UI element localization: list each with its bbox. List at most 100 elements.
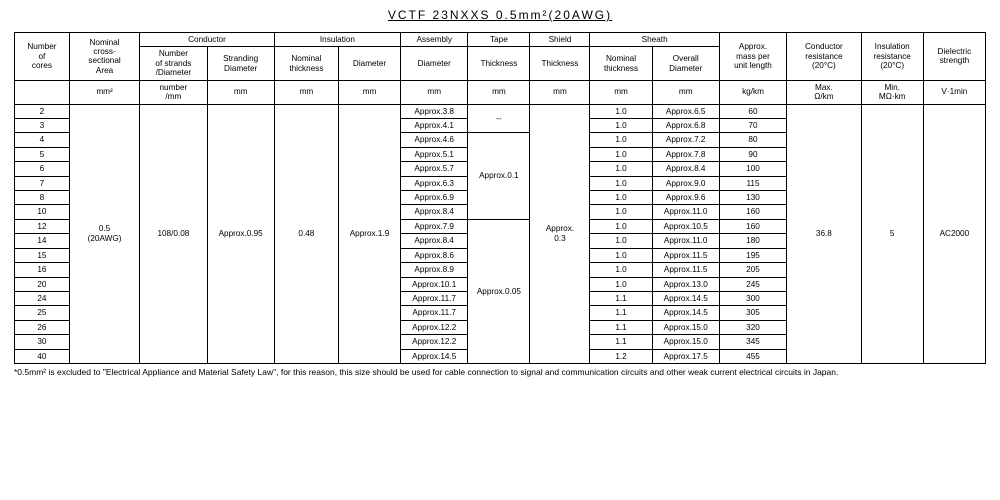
cell-cores: 5 xyxy=(15,147,70,161)
th-ins-res: Insulationresistance(20°C) xyxy=(861,33,923,81)
cell-asm: Approx.8.4 xyxy=(401,205,468,219)
cell-ins-dia: Approx.1.9 xyxy=(338,104,400,364)
u-kgkm: kg/km xyxy=(719,80,786,104)
cell-cores: 15 xyxy=(15,248,70,262)
cell-sheath-nom: 1.0 xyxy=(590,219,652,233)
cell-sheath-nom: 1.0 xyxy=(590,191,652,205)
cell-cores: 7 xyxy=(15,176,70,190)
th-cores: Numberofcores xyxy=(15,33,70,81)
cell-sheath-overall: Approx.11.5 xyxy=(652,248,719,262)
cell-mass: 130 xyxy=(719,191,786,205)
u-max: Max.Ω/km xyxy=(787,80,862,104)
th-mass: Approx.mass perunit length xyxy=(719,33,786,81)
cell-cores: 40 xyxy=(15,349,70,363)
cell-sheath-nom: 1.0 xyxy=(590,162,652,176)
cell-tape: -- xyxy=(468,104,530,133)
cell-sheath-overall: Approx.10.5 xyxy=(652,219,719,233)
th-conductor: Conductor xyxy=(140,33,275,47)
cell-sheath-overall: Approx.11.0 xyxy=(652,205,719,219)
th-tape: Tape xyxy=(468,33,530,47)
cell-sheath-overall: Approx.8.4 xyxy=(652,162,719,176)
cell-asm: Approx.8.9 xyxy=(401,263,468,277)
cell-sheath-nom: 1.0 xyxy=(590,118,652,132)
th-shield-thick: Thickness xyxy=(530,47,590,80)
cell-mass: 320 xyxy=(719,320,786,334)
cell-sheath-nom: 1.0 xyxy=(590,234,652,248)
cell-mass: 160 xyxy=(719,205,786,219)
cell-mass: 345 xyxy=(719,335,786,349)
th-asm-dia: Diameter xyxy=(401,47,468,80)
cell-sheath-nom: 1.0 xyxy=(590,133,652,147)
spec-table: NumberofcoresNominalcross-sectionalAreaC… xyxy=(14,32,986,364)
cell-mass: 160 xyxy=(719,219,786,233)
u-num: number/mm xyxy=(140,80,207,104)
u-mm-3: mm xyxy=(338,80,400,104)
cell-asm: Approx.10.1 xyxy=(401,277,468,291)
cell-mass: 300 xyxy=(719,292,786,306)
cell-tape: Approx.0.1 xyxy=(468,133,530,220)
cell-cores: 24 xyxy=(15,292,70,306)
cell-sheath-nom: 1.1 xyxy=(590,292,652,306)
cell-cond-res: 36.8 xyxy=(787,104,862,364)
cell-sheath-nom: 1.1 xyxy=(590,320,652,334)
u-mm2: mm² xyxy=(69,80,139,104)
cell-stranding: Approx.0.95 xyxy=(207,104,274,364)
cell-sheath-nom: 1.0 xyxy=(590,205,652,219)
th-stranding-dia: StrandingDiameter xyxy=(207,47,274,80)
cell-shield: Approx.0.3 xyxy=(530,104,590,364)
cell-asm: Approx.11.7 xyxy=(401,306,468,320)
cell-sheath-nom: 1.2 xyxy=(590,349,652,363)
cell-mass: 245 xyxy=(719,277,786,291)
cell-sheath-overall: Approx.9.6 xyxy=(652,191,719,205)
cell-sheath-overall: Approx.11.0 xyxy=(652,234,719,248)
th-sheath-nom: Nominalthickness xyxy=(590,47,652,80)
cell-cores: 12 xyxy=(15,219,70,233)
th-area: Nominalcross-sectionalArea xyxy=(69,33,139,81)
cell-cores: 8 xyxy=(15,191,70,205)
th-ins-dia: Diameter xyxy=(338,47,400,80)
cell-asm: Approx.7.9 xyxy=(401,219,468,233)
cell-sheath-nom: 1.0 xyxy=(590,277,652,291)
cell-sheath-overall: Approx.15.0 xyxy=(652,320,719,334)
th-shield: Shield xyxy=(530,33,590,47)
cell-cores: 3 xyxy=(15,118,70,132)
page-title: VCTF 23NXXS 0.5mm²(20AWG) xyxy=(14,8,986,22)
cell-sheath-nom: 1.1 xyxy=(590,306,652,320)
cell-cores: 25 xyxy=(15,306,70,320)
cell-mass: 115 xyxy=(719,176,786,190)
u-min: Min.MΩ·km xyxy=(861,80,923,104)
th-dielec: Dielectricstrength xyxy=(923,33,985,81)
cell-asm: Approx.8.4 xyxy=(401,234,468,248)
th-sheath: Sheath xyxy=(590,33,719,47)
cell-mass: 180 xyxy=(719,234,786,248)
u-mm-1: mm xyxy=(207,80,274,104)
cell-mass: 195 xyxy=(719,248,786,262)
cell-asm: Approx.12.2 xyxy=(401,320,468,334)
cell-sheath-overall: Approx.11.5 xyxy=(652,263,719,277)
cell-area: 0.5(20AWG) xyxy=(69,104,139,364)
cell-mass: 70 xyxy=(719,118,786,132)
cell-sheath-overall: Approx.15.0 xyxy=(652,335,719,349)
cell-asm: Approx.5.7 xyxy=(401,162,468,176)
cell-sheath-overall: Approx.7.2 xyxy=(652,133,719,147)
cell-ins-res: 5 xyxy=(861,104,923,364)
cell-sheath-overall: Approx.6.5 xyxy=(652,104,719,118)
cell-mass: 100 xyxy=(719,162,786,176)
cell-sheath-overall: Approx.13.0 xyxy=(652,277,719,291)
cell-mass: 80 xyxy=(719,133,786,147)
cell-sheath-nom: 1.0 xyxy=(590,248,652,262)
cell-sheath-nom: 1.0 xyxy=(590,263,652,277)
u-mm-5: mm xyxy=(468,80,530,104)
cell-mass: 90 xyxy=(719,147,786,161)
cell-sheath-nom: 1.0 xyxy=(590,147,652,161)
cell-sheath-overall: Approx.6.8 xyxy=(652,118,719,132)
u-mm-6: mm xyxy=(530,80,590,104)
th-ins-thick: Nominalthickness xyxy=(274,47,338,80)
th-cond-res: Conductorresistance(20°C) xyxy=(787,33,862,81)
cell-cores: 16 xyxy=(15,263,70,277)
u-mm-7: mm xyxy=(590,80,652,104)
cell-cores: 4 xyxy=(15,133,70,147)
u-blank xyxy=(15,80,70,104)
footnote: *0.5mm² is excluded to "Electrical Appli… xyxy=(14,367,986,377)
cell-cores: 6 xyxy=(15,162,70,176)
